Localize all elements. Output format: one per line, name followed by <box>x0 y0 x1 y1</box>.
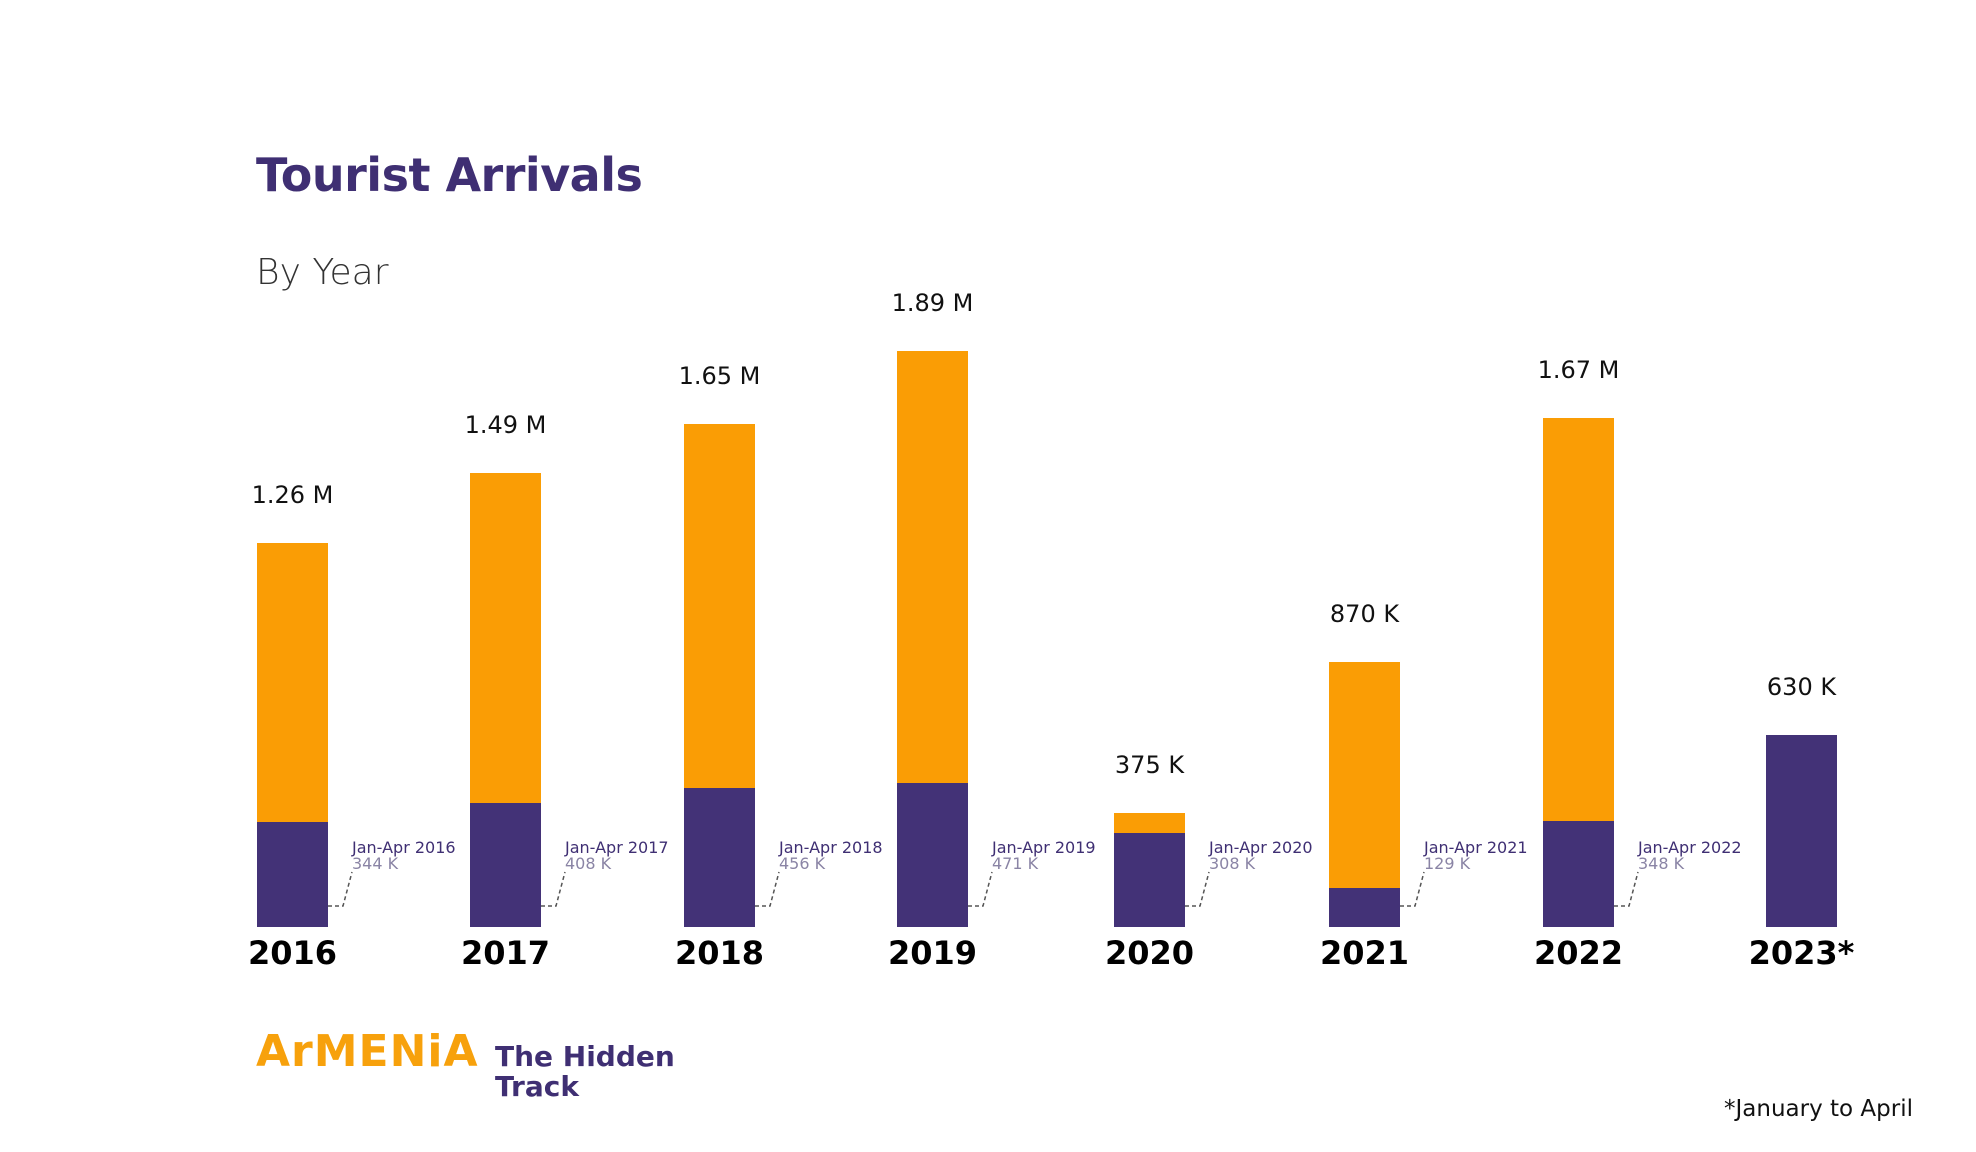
annotation-value: 348 K <box>1638 854 1685 873</box>
annotation-value: 408 K <box>565 854 612 873</box>
bar-jan-apr-2021 <box>1329 887 1400 927</box>
footnote: *January to April <box>1724 1096 1913 1122</box>
bar-full-year-2021 <box>1329 661 1400 888</box>
bar-full-year-2017 <box>470 472 541 803</box>
total-label: 1.67 M <box>1537 355 1620 384</box>
annotation-value: 308 K <box>1209 854 1256 873</box>
annotation-label: Jan-Apr 2021 <box>1424 838 1528 857</box>
leader-line <box>1614 871 1639 907</box>
tagline-line-2: Track <box>495 1070 579 1103</box>
annotation-value: 456 K <box>779 854 826 873</box>
annotation-label: Jan-Apr 2018 <box>779 838 883 857</box>
annotation-label: Jan-Apr 2016 <box>352 838 456 857</box>
leader-line <box>755 871 780 907</box>
annotation-label: Jan-Apr 2017 <box>565 838 669 857</box>
year-label: 2019 <box>887 934 978 972</box>
annotation-value: 129 K <box>1424 854 1471 873</box>
annotation: Jan-Apr 2016 344 K <box>352 840 456 872</box>
annotation-label: Jan-Apr 2019 <box>992 838 1096 857</box>
bar-full-year-2019 <box>897 350 968 784</box>
annotation: Jan-Apr 2017 408 K <box>565 840 669 872</box>
annotation: Jan-Apr 2021 129 K <box>1424 840 1528 872</box>
total-label: 1.65 M <box>678 361 761 390</box>
total-label: 1.89 M <box>891 288 974 317</box>
total-label: 1.26 M <box>251 480 334 509</box>
bar-jan-apr-2019 <box>897 783 968 927</box>
annotation: Jan-Apr 2022 348 K <box>1638 840 1742 872</box>
bar-full-year-2020 <box>1114 812 1185 834</box>
bar-jan-apr-2023* <box>1766 734 1837 927</box>
annotation-label: Jan-Apr 2020 <box>1209 838 1313 857</box>
year-label: 2018 <box>674 934 765 972</box>
leader-line <box>968 871 993 907</box>
leader-line <box>328 871 353 907</box>
chart-title: Tourist Arrivals <box>256 148 643 202</box>
year-label: 2021 <box>1319 934 1410 972</box>
total-label: 1.49 M <box>464 410 547 439</box>
total-label: 630 K <box>1766 672 1837 701</box>
leader-line <box>1185 871 1210 907</box>
bar-jan-apr-2020 <box>1114 833 1185 927</box>
total-label: 375 K <box>1114 750 1185 779</box>
year-label: 2016 <box>247 934 338 972</box>
chart-subtitle: By Year <box>256 252 389 293</box>
annotation-value: 471 K <box>992 854 1039 873</box>
year-label: 2022 <box>1533 934 1624 972</box>
year-label: 2017 <box>460 934 551 972</box>
bar-full-year-2022 <box>1543 417 1614 821</box>
armenia-logo: ArMENiA <box>256 1026 479 1077</box>
annotation: Jan-Apr 2018 456 K <box>779 840 883 872</box>
total-label: 870 K <box>1329 599 1400 628</box>
bar-jan-apr-2017 <box>470 802 541 927</box>
logo-tagline: The Hidden Track <box>495 1042 675 1102</box>
bar-jan-apr-2016 <box>257 822 328 927</box>
annotation: Jan-Apr 2020 308 K <box>1209 840 1313 872</box>
bar-full-year-2016 <box>257 542 328 823</box>
leader-line <box>541 871 566 907</box>
bar-full-year-2018 <box>684 423 755 788</box>
year-label: 2020 <box>1104 934 1195 972</box>
annotation-label: Jan-Apr 2022 <box>1638 838 1742 857</box>
bar-jan-apr-2018 <box>684 787 755 927</box>
bar-jan-apr-2022 <box>1543 820 1614 927</box>
year-label: 2023* <box>1748 934 1855 972</box>
tagline-line-1: The Hidden <box>495 1040 675 1073</box>
annotation: Jan-Apr 2019 471 K <box>992 840 1096 872</box>
annotation-value: 344 K <box>352 854 399 873</box>
leader-line <box>1400 871 1425 907</box>
